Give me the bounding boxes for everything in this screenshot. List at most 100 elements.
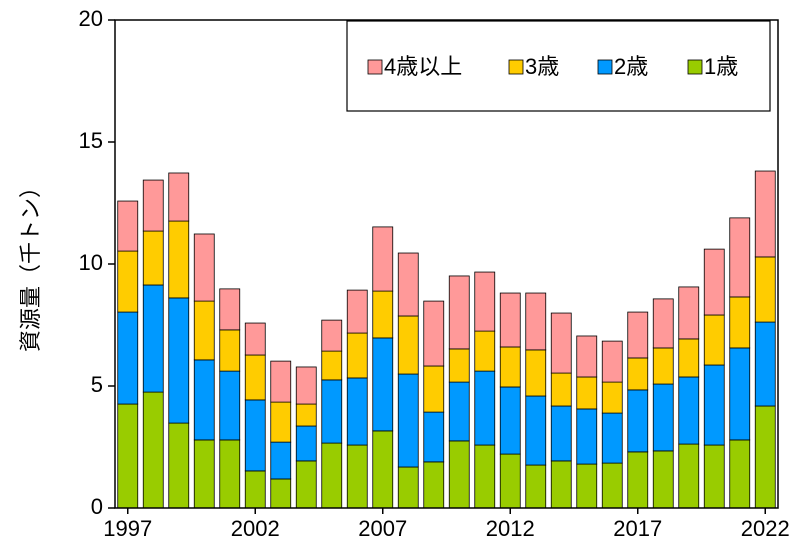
bar-segment (474, 330, 496, 372)
bar-segment (601, 412, 623, 464)
bar-segment (550, 405, 572, 462)
bar-segment (193, 233, 215, 302)
bar-segment (244, 470, 266, 509)
bar-segment (193, 439, 215, 509)
legend-swatch (508, 59, 524, 75)
bar-segment (168, 220, 190, 299)
bar-segment (423, 300, 445, 367)
bar-segment (168, 172, 190, 222)
bar-segment (142, 391, 164, 509)
bar-segment (448, 381, 470, 442)
bar-segment (576, 335, 598, 378)
bar-segment (397, 252, 419, 317)
y-axis-label: 資源量（千トン） (18, 176, 43, 352)
bar-segment (729, 347, 751, 441)
bar-segment (321, 442, 343, 509)
bar-segment (601, 340, 623, 383)
bar-segment (193, 300, 215, 361)
bar-segment (142, 284, 164, 393)
bar-segment (244, 354, 266, 401)
bar-segment (703, 444, 725, 509)
legend-swatch (597, 59, 613, 75)
x-tick-label: 2012 (486, 516, 535, 541)
bar-segment (372, 290, 394, 339)
bar-segment (270, 401, 292, 443)
bar-segment (576, 408, 598, 465)
bar-segment (499, 292, 521, 348)
bar-segment (499, 453, 521, 509)
bar-segment (499, 386, 521, 455)
bar-segment (397, 466, 419, 509)
bar-segment (474, 370, 496, 446)
bar-segment (117, 403, 139, 509)
bar-segment (652, 383, 674, 452)
bar-segment (397, 315, 419, 375)
bar-segment (372, 430, 394, 509)
bar-segment (295, 403, 317, 427)
bar-segment (397, 373, 419, 468)
bar-segment (142, 179, 164, 232)
legend-swatch (367, 59, 383, 75)
bar-segment (295, 425, 317, 462)
bar-segment (168, 297, 190, 424)
bar-segment (525, 464, 547, 509)
bar-segment (270, 360, 292, 403)
bar-segment (627, 389, 649, 453)
bar-segment (525, 395, 547, 466)
bar-segment (550, 460, 572, 509)
bar-segment (729, 296, 751, 349)
bar-segment (219, 439, 241, 509)
bar-segment (703, 364, 725, 446)
bar-segment (117, 311, 139, 405)
bar-segment (754, 170, 776, 258)
bar-segment (652, 298, 674, 349)
bar-segment (678, 443, 700, 509)
legend-label: 3歳 (525, 54, 559, 79)
bar-segment (193, 359, 215, 441)
bar-segment (423, 411, 445, 463)
bar-segment (295, 366, 317, 405)
bar-segment (219, 288, 241, 331)
bar-segment (423, 365, 445, 413)
bar-segment (601, 462, 623, 509)
bar-segment (321, 379, 343, 444)
bar-segment (448, 440, 470, 509)
bar-segment (754, 405, 776, 509)
legend-label: 1歳 (704, 54, 738, 79)
bar-segment (729, 217, 751, 298)
bar-segment (601, 381, 623, 414)
bar-segment (576, 463, 598, 509)
legend-swatch (687, 59, 703, 75)
x-tick-label: 2002 (231, 516, 280, 541)
bar-segment (525, 349, 547, 397)
bar-segment (678, 338, 700, 378)
y-tick-label: 20 (79, 6, 103, 31)
bar-segment (652, 450, 674, 509)
bar-segment (525, 292, 547, 351)
bar-segment (448, 348, 470, 383)
bar-segment (448, 275, 470, 350)
bar-segment (244, 399, 266, 472)
bar-segment (346, 332, 368, 379)
bar-segment (703, 314, 725, 366)
bar-segment (627, 357, 649, 391)
x-tick-label: 2022 (741, 516, 790, 541)
bar-segment (142, 230, 164, 286)
legend-label: 2歳 (614, 54, 648, 79)
bar-segment (423, 461, 445, 509)
bar-segment (219, 370, 241, 441)
bar-segment (729, 439, 751, 509)
bar-segment (550, 312, 572, 374)
bar-segment (576, 376, 598, 410)
bar-segment (474, 444, 496, 509)
bar-segment (703, 248, 725, 316)
bar-segment (117, 250, 139, 313)
bar-segment (372, 337, 394, 432)
bar-segment (754, 321, 776, 407)
y-tick-label: 5 (91, 372, 103, 397)
bar-segment (499, 346, 521, 388)
bar-segment (346, 377, 368, 446)
bar-segment (219, 329, 241, 372)
bar-segment (678, 286, 700, 340)
